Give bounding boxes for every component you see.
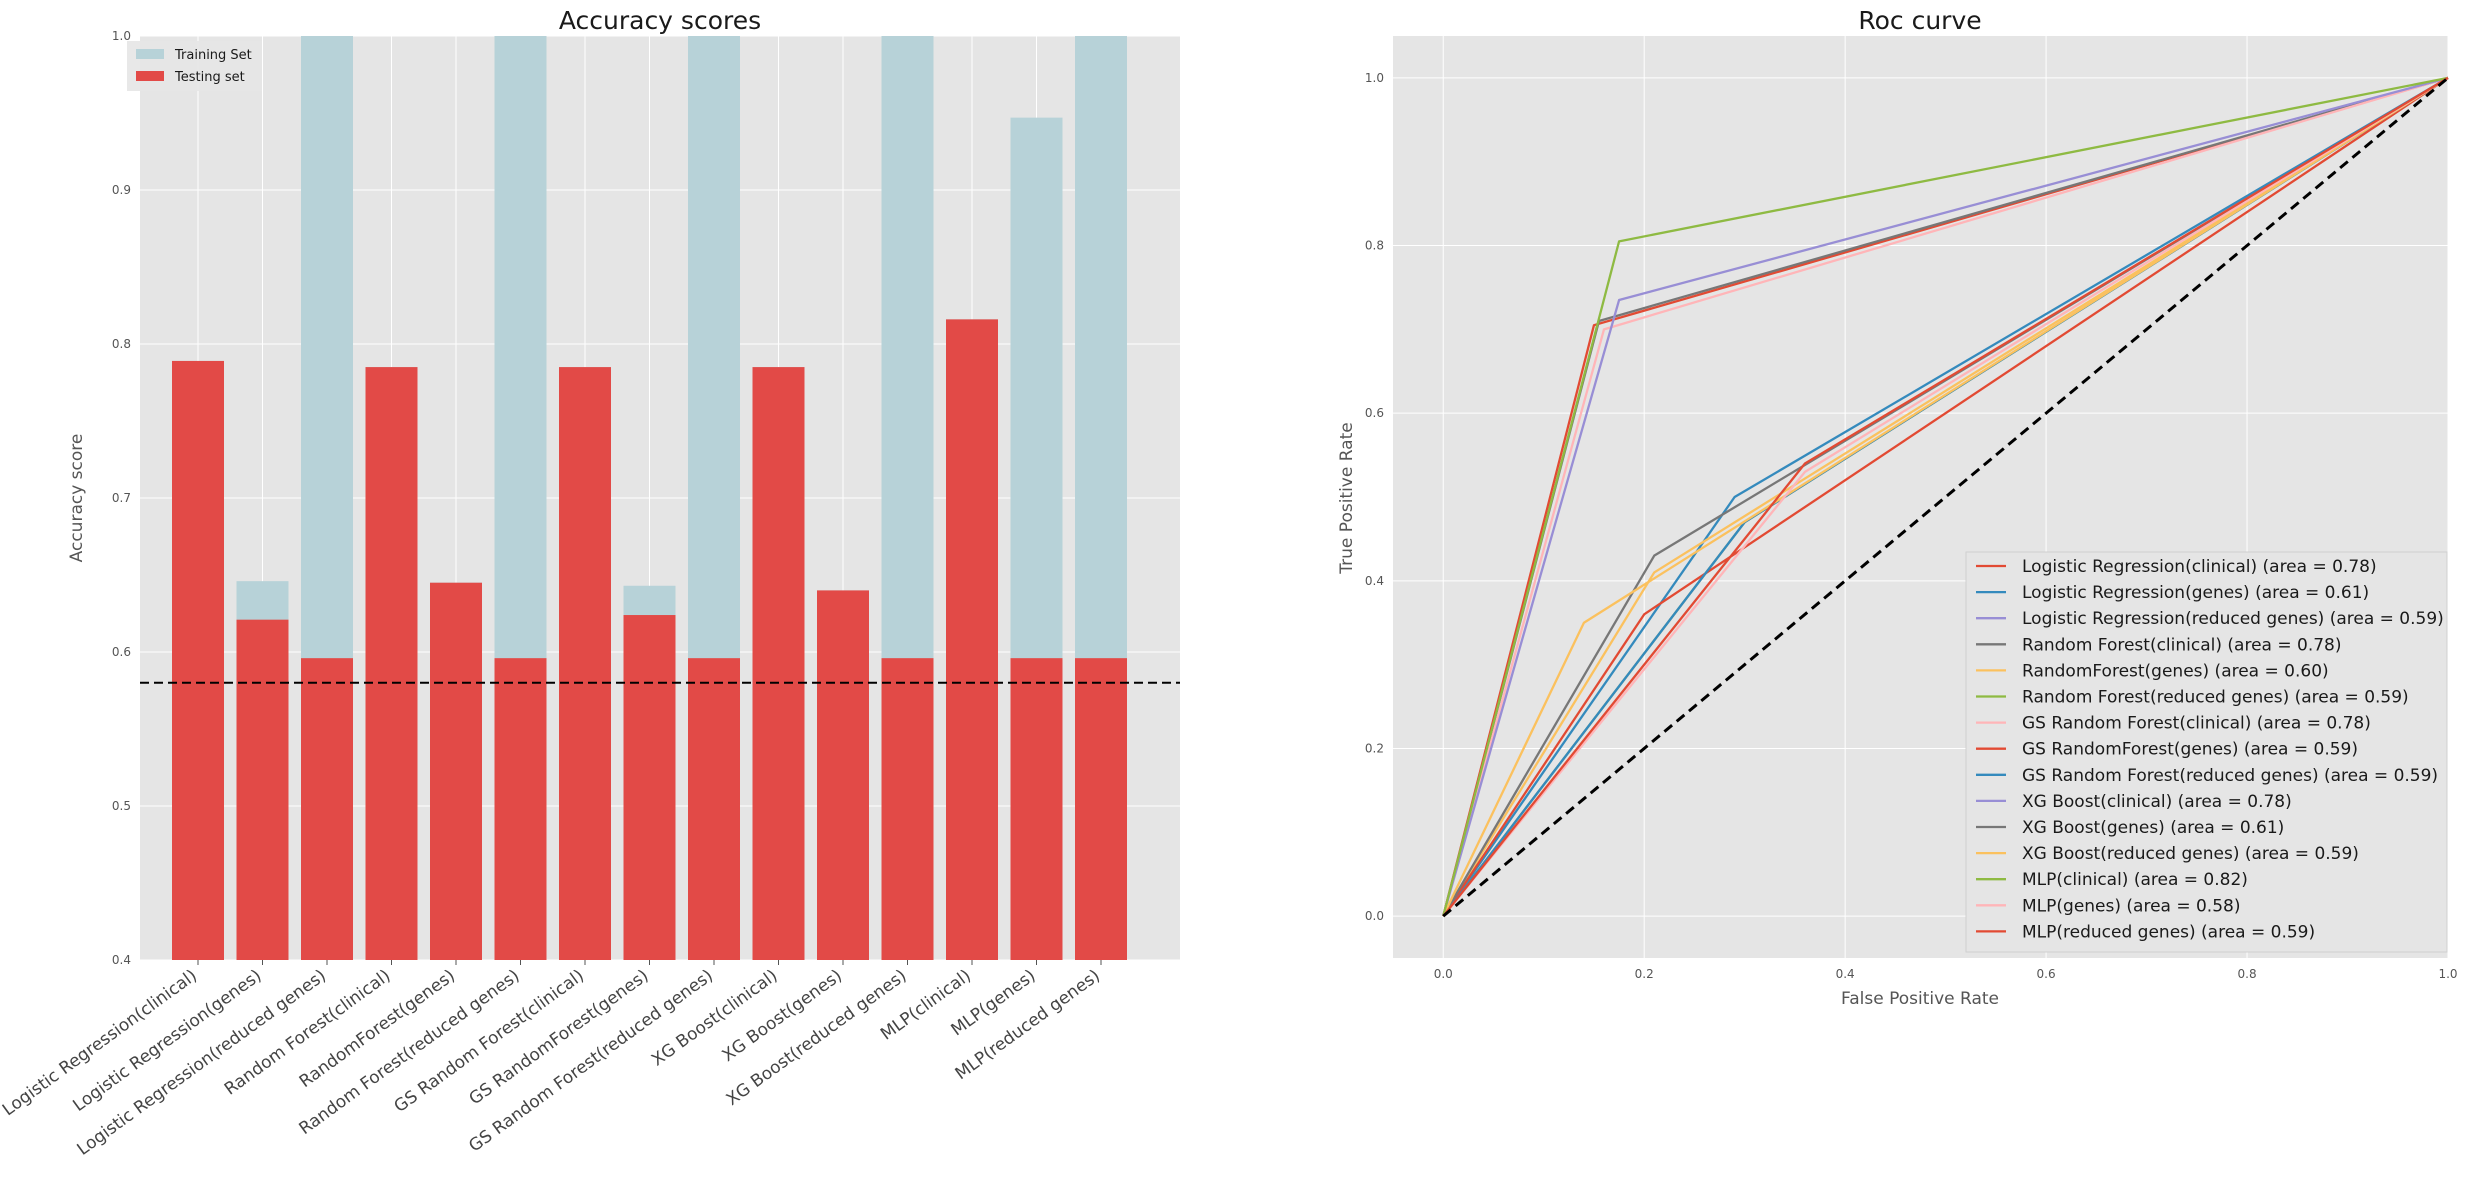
roc-legend-label: Random Forest(reduced genes) (area = 0.5… bbox=[2022, 688, 2409, 708]
roc-x-tick-label: 0.2 bbox=[1635, 967, 1654, 981]
roc-legend-label: MLP(clinical) (area = 0.82) bbox=[2022, 870, 2248, 890]
roc-y-ticks: 0.0 0.2 0.4 0.6 0.8 1.0 bbox=[1365, 71, 1384, 923]
legend-swatch-testing bbox=[136, 71, 164, 81]
roc-chart: 0.0 0.2 0.4 0.6 0.8 1.0 0.0 0.2 0.4 0.6 0.8 1.0 Ro… bbox=[1337, 6, 2458, 1009]
testing-bar bbox=[817, 590, 869, 960]
roc-series-line bbox=[1442, 76, 2449, 917]
roc-legend-label: Logistic Regression(clinical) (area = 0.… bbox=[2022, 557, 2377, 577]
testing-bar bbox=[752, 367, 805, 961]
roc-series-lines bbox=[1442, 76, 2449, 917]
roc-series-line bbox=[1442, 76, 2449, 917]
legend-swatch-training bbox=[136, 49, 164, 59]
accuracy-chart: 0.4 0.5 0.6 0.7 0.8 0.9 1.0 Logistic Regressio… bbox=[0, 6, 1180, 1160]
roc-y-tick-label: 0.8 bbox=[1365, 239, 1384, 253]
accuracy-chart-title: Accuracy scores bbox=[559, 6, 761, 35]
accuracy-y-tick-label: 0.5 bbox=[112, 799, 131, 813]
accuracy-y-tick-label: 0.4 bbox=[112, 953, 131, 967]
testing-bar bbox=[172, 360, 224, 960]
roc-legend-label: RandomForest(genes) (area = 0.60) bbox=[2022, 661, 2329, 681]
accuracy-y-tick-label: 0.8 bbox=[112, 337, 131, 351]
legend-label-testing: Testing set bbox=[174, 70, 245, 85]
accuracy-y-axis-label: Accuracy score bbox=[67, 434, 87, 563]
roc-legend-label: GS Random Forest(clinical) (area = 0.78) bbox=[2022, 714, 2371, 734]
roc-legend-label: XG Boost(genes) (area = 0.61) bbox=[2022, 818, 2284, 838]
testing-bar bbox=[301, 658, 353, 960]
roc-y-axis-label: True Positive Rate bbox=[1337, 422, 1357, 574]
accuracy-y-tick-label: 0.6 bbox=[112, 645, 131, 659]
roc-series-line bbox=[1442, 76, 2449, 917]
roc-legend-label: GS RandomForest(genes) (area = 0.59) bbox=[2022, 740, 2358, 760]
roc-y-tick-label: 0.0 bbox=[1365, 909, 1384, 923]
roc-legend-label: GS Random Forest(reduced genes) (area = … bbox=[2022, 766, 2438, 786]
accuracy-y-tick-label: 1.0 bbox=[112, 29, 131, 43]
roc-legend-label: MLP(reduced genes) (area = 0.59) bbox=[2022, 922, 2315, 942]
testing-bar bbox=[623, 615, 676, 960]
accuracy-y-tick-label: 0.9 bbox=[112, 183, 131, 197]
roc-legend-box bbox=[1965, 551, 2448, 953]
roc-legend-label: XG Boost(reduced genes) (area = 0.59) bbox=[2022, 844, 2359, 864]
accuracy-y-tick-label: 0.7 bbox=[112, 491, 131, 505]
roc-legend-label: MLP(genes) (area = 0.58) bbox=[2022, 896, 2240, 916]
roc-legend-label: Logistic Regression(reduced genes) (area… bbox=[2022, 609, 2444, 629]
roc-x-tick-label: 0.4 bbox=[1836, 967, 1855, 981]
testing-bar bbox=[559, 367, 611, 961]
roc-x-ticks: 0.0 0.2 0.4 0.6 0.8 1.0 bbox=[1434, 967, 2458, 981]
roc-series-line bbox=[1442, 76, 2449, 917]
roc-x-tick-label: 0.8 bbox=[2238, 967, 2257, 981]
roc-legend: Logistic Regression(clinical) (area = 0.… bbox=[1965, 551, 2448, 953]
roc-y-tick-label: 0.6 bbox=[1365, 406, 1384, 420]
legend-label-training: Training Set bbox=[174, 48, 252, 63]
roc-chance-diagonal bbox=[1442, 76, 2449, 918]
testing-bar bbox=[494, 658, 547, 960]
testing-bars bbox=[172, 319, 1127, 961]
roc-series-line bbox=[1442, 76, 2449, 917]
testing-bar bbox=[688, 658, 740, 960]
roc-legend-label: XG Boost(clinical) (area = 0.78) bbox=[2022, 792, 2292, 812]
testing-bar bbox=[236, 619, 289, 960]
accuracy-legend: Training Set Testing set bbox=[127, 41, 262, 91]
roc-x-tick-label: 1.0 bbox=[2438, 967, 2457, 981]
testing-bar bbox=[365, 367, 418, 961]
roc-y-tick-label: 0.4 bbox=[1365, 574, 1384, 588]
roc-series-line bbox=[1442, 76, 2449, 917]
testing-bar bbox=[430, 582, 482, 960]
roc-x-tick-label: 0.6 bbox=[2037, 967, 2056, 981]
accuracy-x-tick-label: Logistic Regression(reduced genes) bbox=[74, 966, 330, 1160]
testing-bar bbox=[946, 319, 998, 960]
roc-x-axis-label: False Positive Rate bbox=[1841, 989, 1999, 1009]
roc-y-tick-label: 0.2 bbox=[1365, 741, 1384, 755]
roc-series-line bbox=[1442, 76, 2449, 917]
roc-legend-label: Logistic Regression(genes) (area = 0.61) bbox=[2022, 583, 2369, 603]
roc-chart-title: Roc curve bbox=[1858, 6, 1981, 35]
roc-series-line bbox=[1442, 76, 2449, 917]
roc-legend-label: Random Forest(clinical) (area = 0.78) bbox=[2022, 635, 2341, 655]
testing-bar bbox=[1010, 658, 1063, 960]
roc-diagonal-line bbox=[1442, 76, 2449, 918]
testing-bar bbox=[881, 658, 934, 960]
roc-x-tick-label: 0.0 bbox=[1434, 967, 1453, 981]
accuracy-x-ticks: Logistic Regression(clinical)Logistic Re… bbox=[0, 960, 1104, 1160]
accuracy-y-ticks: 0.4 0.5 0.6 0.7 0.8 0.9 1.0 bbox=[112, 29, 131, 967]
roc-y-tick-label: 1.0 bbox=[1365, 71, 1384, 85]
roc-series-line bbox=[1442, 76, 2449, 917]
testing-bar bbox=[1075, 658, 1127, 960]
